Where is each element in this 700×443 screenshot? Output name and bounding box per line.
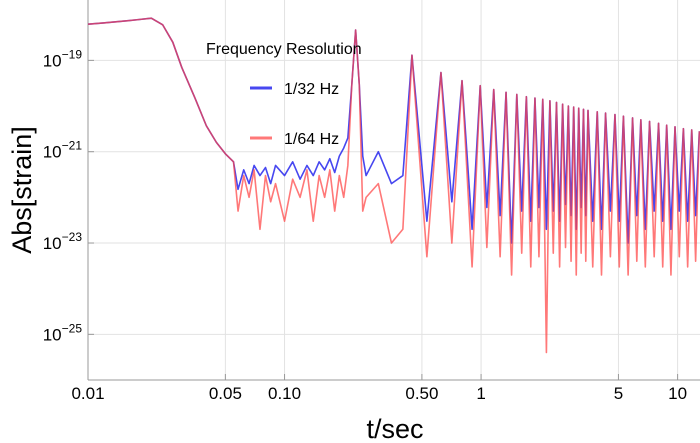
- x-tick-label: 0.50: [405, 384, 438, 403]
- x-tick-label: 0.05: [209, 384, 242, 403]
- y-tick-label: 10−23: [43, 230, 83, 253]
- series-line: [87, 17, 700, 244]
- y-tick-label: 10−19: [43, 47, 83, 70]
- x-tick-label: 5: [614, 384, 623, 403]
- x-tick-label: 0.10: [268, 384, 301, 403]
- series-line: [87, 17, 700, 354]
- y-tick-label: 10−25: [43, 321, 83, 344]
- legend-label: 1/64 Hz: [284, 131, 339, 148]
- legend-label: 1/32 Hz: [284, 81, 339, 98]
- legend-title: Frequency Resolution: [206, 41, 362, 58]
- x-tick-label: 10: [668, 384, 687, 403]
- y-tick-label: 10−21: [43, 139, 83, 162]
- x-tick-label: 1: [476, 384, 485, 403]
- y-axis-label: Abs[strain]: [7, 126, 37, 254]
- x-tick-label: 0.01: [71, 384, 104, 403]
- x-axis-label: t/sec: [366, 414, 423, 443]
